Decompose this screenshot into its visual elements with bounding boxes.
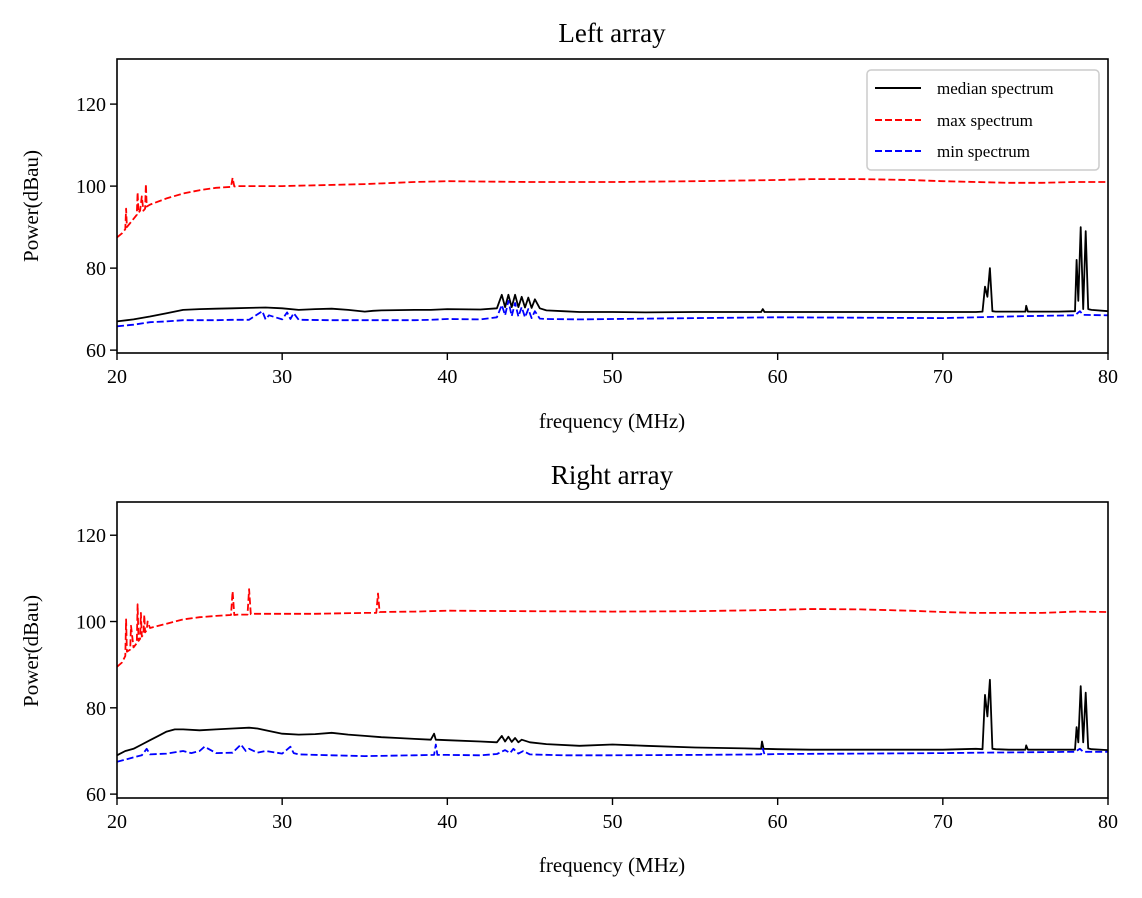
- axes: 20 30 40 50 60 70 80 60 80 100 120: [76, 501, 1118, 833]
- x-tick-label: 30: [272, 811, 292, 833]
- min-spectrum-line: [117, 299, 1108, 328]
- left-array-panel: Left array 20 30 40 50 60 70 80 60 80 100 120 freq…: [19, 18, 1118, 433]
- legend-box: [866, 69, 1100, 171]
- x-tick-label: 40: [437, 366, 457, 388]
- y-tick-label: 100: [76, 176, 106, 198]
- chart-title: Right array: [551, 460, 674, 490]
- x-tick-label: 60: [768, 366, 788, 388]
- legend-min-label: min spectrum: [937, 142, 1030, 161]
- y-tick-label: 120: [76, 525, 106, 547]
- chart-title: Left array: [558, 18, 666, 48]
- right-array-panel: Right array 20 30 40 50 60 70 80 60 80 100 120 fre…: [19, 460, 1118, 877]
- series-group: [117, 588, 1108, 763]
- x-tick-label: 80: [1098, 811, 1118, 833]
- legend-median-label: median spectrum: [937, 79, 1054, 98]
- x-tick-label: 20: [107, 811, 127, 833]
- y-tick-label: 60: [86, 784, 106, 806]
- x-axis-label: frequency (MHz): [539, 409, 685, 433]
- x-tick-label: 50: [603, 366, 623, 388]
- y-tick-label: 80: [86, 698, 106, 720]
- x-axis-label: frequency (MHz): [539, 853, 685, 877]
- min-spectrum-line: [117, 743, 1108, 763]
- x-tick-label: 60: [768, 811, 788, 833]
- axes: 20 30 40 50 60 70 80 60 80 100 120: [76, 58, 1118, 388]
- legend-max-label: max spectrum: [937, 111, 1033, 130]
- x-tick-label: 80: [1098, 366, 1118, 388]
- x-tick-label: 30: [272, 366, 292, 388]
- x-tick-label: 70: [933, 366, 953, 388]
- x-tick-label: 20: [107, 366, 127, 388]
- y-axis-label: Power(dBau): [19, 150, 43, 262]
- median-spectrum-line: [117, 678, 1108, 757]
- x-tick-label: 50: [603, 811, 623, 833]
- max-spectrum-line: [117, 176, 1108, 239]
- y-tick-label: 120: [76, 94, 106, 116]
- max-spectrum-line: [117, 588, 1108, 668]
- series-group: [117, 176, 1108, 328]
- median-spectrum-line: [117, 226, 1108, 323]
- x-tick-label: 40: [437, 811, 457, 833]
- x-tick-label: 70: [933, 811, 953, 833]
- y-tick-label: 80: [86, 258, 106, 280]
- y-axis-label: Power(dBau): [19, 595, 43, 707]
- y-tick-label: 100: [76, 612, 106, 634]
- y-tick-label: 60: [86, 340, 106, 362]
- legend: median spectrum max spectrum min spectru…: [866, 69, 1100, 171]
